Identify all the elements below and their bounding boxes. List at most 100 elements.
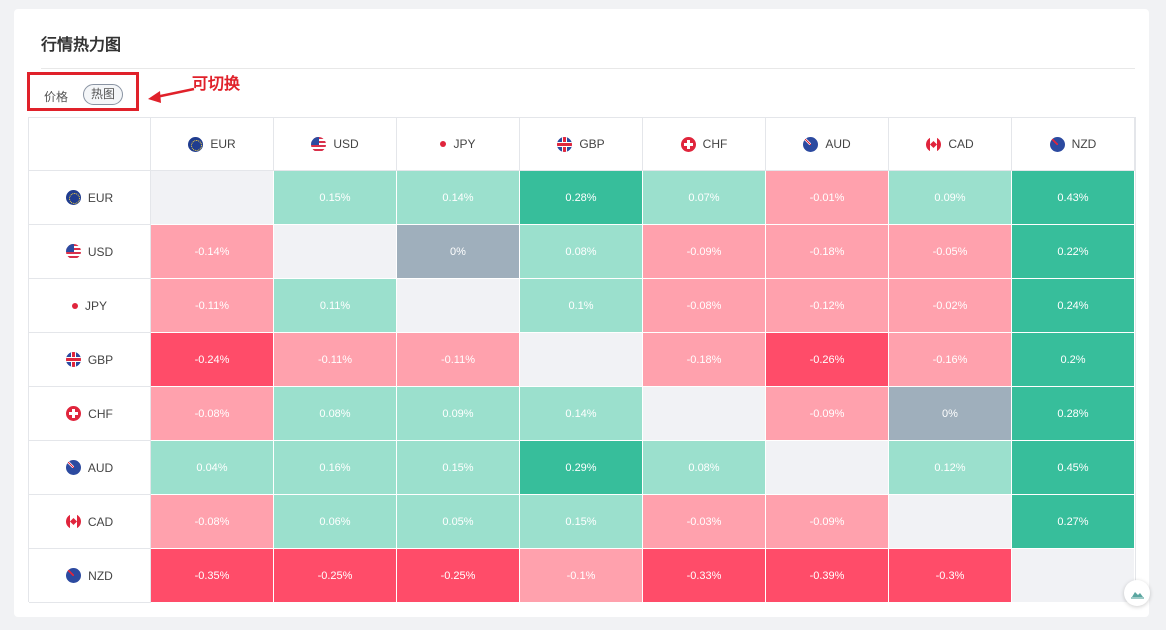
heatmap-cell[interactable]: -0.03%	[643, 495, 766, 549]
heatmap-cell[interactable]: 0.27%	[1012, 495, 1135, 549]
view-toggle-highlight: 价格 热图	[27, 72, 139, 111]
heatmap-cell[interactable]: 0.09%	[397, 387, 520, 441]
heatmap-cell[interactable]: 0%	[397, 225, 520, 279]
heatmap-cell[interactable]: 0.28%	[520, 171, 643, 225]
heatmap-cell[interactable]: -0.02%	[889, 279, 1012, 333]
column-header-cad: CAD	[889, 118, 1012, 171]
heatmap-cell[interactable]: -0.08%	[643, 279, 766, 333]
row-header-usd: USD	[29, 225, 151, 279]
eu-flag-icon	[188, 136, 204, 152]
column-header-nzd: NZD	[1012, 118, 1135, 171]
heatmap-cell	[274, 225, 397, 279]
heatmap-cell[interactable]: -0.1%	[520, 549, 643, 603]
au-flag-icon	[803, 136, 819, 152]
column-header-chf: CHF	[643, 118, 766, 171]
heatmap-cell[interactable]: 0.07%	[643, 171, 766, 225]
heatmap-cell	[520, 333, 643, 387]
heatmap-cell[interactable]: -0.26%	[766, 333, 889, 387]
heatmap-panel: 行情热力图 价格 热图 可切换 EUR USD JPY GBP CHF AUD CAD NZD…	[14, 9, 1150, 617]
heatmap-cell[interactable]: -0.12%	[766, 279, 889, 333]
heatmap-cell[interactable]: 0.29%	[520, 441, 643, 495]
row-header-label: USD	[87, 244, 114, 259]
heatmap-cell[interactable]: 0.1%	[520, 279, 643, 333]
heatmap-cell	[766, 441, 889, 495]
heatmap-cell[interactable]: 0.05%	[397, 495, 520, 549]
heatmap-cell[interactable]: -0.08%	[151, 387, 274, 441]
heatmap-cell[interactable]: 0.15%	[397, 441, 520, 495]
heatmap-cell[interactable]: 0.09%	[889, 171, 1012, 225]
us-flag-icon	[65, 244, 81, 259]
column-header-gbp: GBP	[520, 118, 643, 171]
heatmap-cell[interactable]: -0.09%	[643, 225, 766, 279]
row-header-aud: AUD	[29, 441, 151, 495]
heatmap-cell[interactable]: 0.24%	[1012, 279, 1135, 333]
heatmap-cell[interactable]: -0.24%	[151, 333, 274, 387]
heatmap-cell[interactable]: -0.11%	[274, 333, 397, 387]
heatmap-cell[interactable]: -0.18%	[643, 333, 766, 387]
heatmap-cell[interactable]: 0.15%	[274, 171, 397, 225]
heatmap-cell[interactable]: 0.08%	[643, 441, 766, 495]
heatmap-cell[interactable]: -0.14%	[151, 225, 274, 279]
heatmap-cell[interactable]: -0.16%	[889, 333, 1012, 387]
heatmap-cell[interactable]: 0.43%	[1012, 171, 1135, 225]
ca-flag-icon	[65, 514, 81, 529]
annotation-label: 可切换	[192, 76, 241, 93]
heatmap-cell[interactable]: -0.09%	[766, 495, 889, 549]
grid-corner	[29, 118, 151, 171]
row-header-label: CHF	[88, 406, 113, 421]
heatmap-cell[interactable]: -0.11%	[397, 333, 520, 387]
heatmap-cell[interactable]: 0.2%	[1012, 333, 1135, 387]
heatmap-cell[interactable]: 0.16%	[274, 441, 397, 495]
row-header-nzd: NZD	[29, 549, 151, 603]
heatmap-cell[interactable]: -0.11%	[151, 279, 274, 333]
heatmap-cell[interactable]: -0.33%	[643, 549, 766, 603]
heatmap-cell[interactable]: 0.45%	[1012, 441, 1135, 495]
column-header-label: JPY	[453, 137, 476, 151]
column-header-label: CHF	[702, 137, 728, 151]
heatmap-cell[interactable]: -0.01%	[766, 171, 889, 225]
heatmap-cell[interactable]: 0.15%	[520, 495, 643, 549]
heatmap-cell[interactable]: -0.05%	[889, 225, 1012, 279]
heatmap-cell[interactable]: -0.08%	[151, 495, 274, 549]
heatmap-cell[interactable]: -0.35%	[151, 549, 274, 603]
heatmap-cell	[397, 279, 520, 333]
row-header-eur: EUR	[29, 171, 151, 225]
price-view-toggle[interactable]: 价格	[44, 90, 69, 104]
heatmap-cell[interactable]: -0.25%	[397, 549, 520, 603]
row-header-label: AUD	[87, 460, 114, 475]
column-header-usd: USD	[274, 118, 397, 171]
heatmap-cell[interactable]: -0.09%	[766, 387, 889, 441]
uk-flag-icon	[557, 136, 573, 152]
nz-flag-icon	[66, 568, 82, 583]
heatmap-cell	[889, 495, 1012, 549]
uk-flag-icon	[65, 352, 81, 367]
heatmap-cell	[151, 171, 274, 225]
heatmap-cell[interactable]: -0.18%	[766, 225, 889, 279]
jp-flag-icon	[71, 302, 78, 309]
column-header-label: EUR	[210, 137, 236, 151]
heatmap-cell[interactable]: 0.28%	[1012, 387, 1135, 441]
heatmap-cell[interactable]: -0.3%	[889, 549, 1012, 603]
heatmap-cell[interactable]: 0.12%	[889, 441, 1012, 495]
row-header-label: CAD	[87, 514, 114, 529]
heatmap-cell[interactable]: 0.08%	[520, 225, 643, 279]
ca-flag-icon	[926, 136, 942, 152]
eu-flag-icon	[65, 190, 81, 205]
swiss-flag-icon	[680, 136, 696, 152]
heatmap-cell[interactable]: 0.08%	[274, 387, 397, 441]
column-header-label: GBP	[579, 137, 605, 151]
heatmap-cell[interactable]: 0%	[889, 387, 1012, 441]
heatmap-cell[interactable]: 0.06%	[274, 495, 397, 549]
heatmap-cell[interactable]: -0.25%	[274, 549, 397, 603]
heatmap-cell[interactable]: 0.22%	[1012, 225, 1135, 279]
heatmap-view-toggle[interactable]: 热图	[83, 84, 124, 105]
cloud-icon	[1131, 592, 1144, 599]
heatmap-cell[interactable]: 0.04%	[151, 441, 274, 495]
heatmap-cell[interactable]: 0.14%	[520, 387, 643, 441]
heatmap-cell[interactable]: 0.11%	[274, 279, 397, 333]
title-divider	[41, 68, 1135, 69]
heatmap-cell	[643, 387, 766, 441]
heatmap-cell[interactable]: -0.39%	[766, 549, 889, 603]
heatmap-cell[interactable]: 0.14%	[397, 171, 520, 225]
floating-widget-button[interactable]	[1124, 580, 1150, 606]
